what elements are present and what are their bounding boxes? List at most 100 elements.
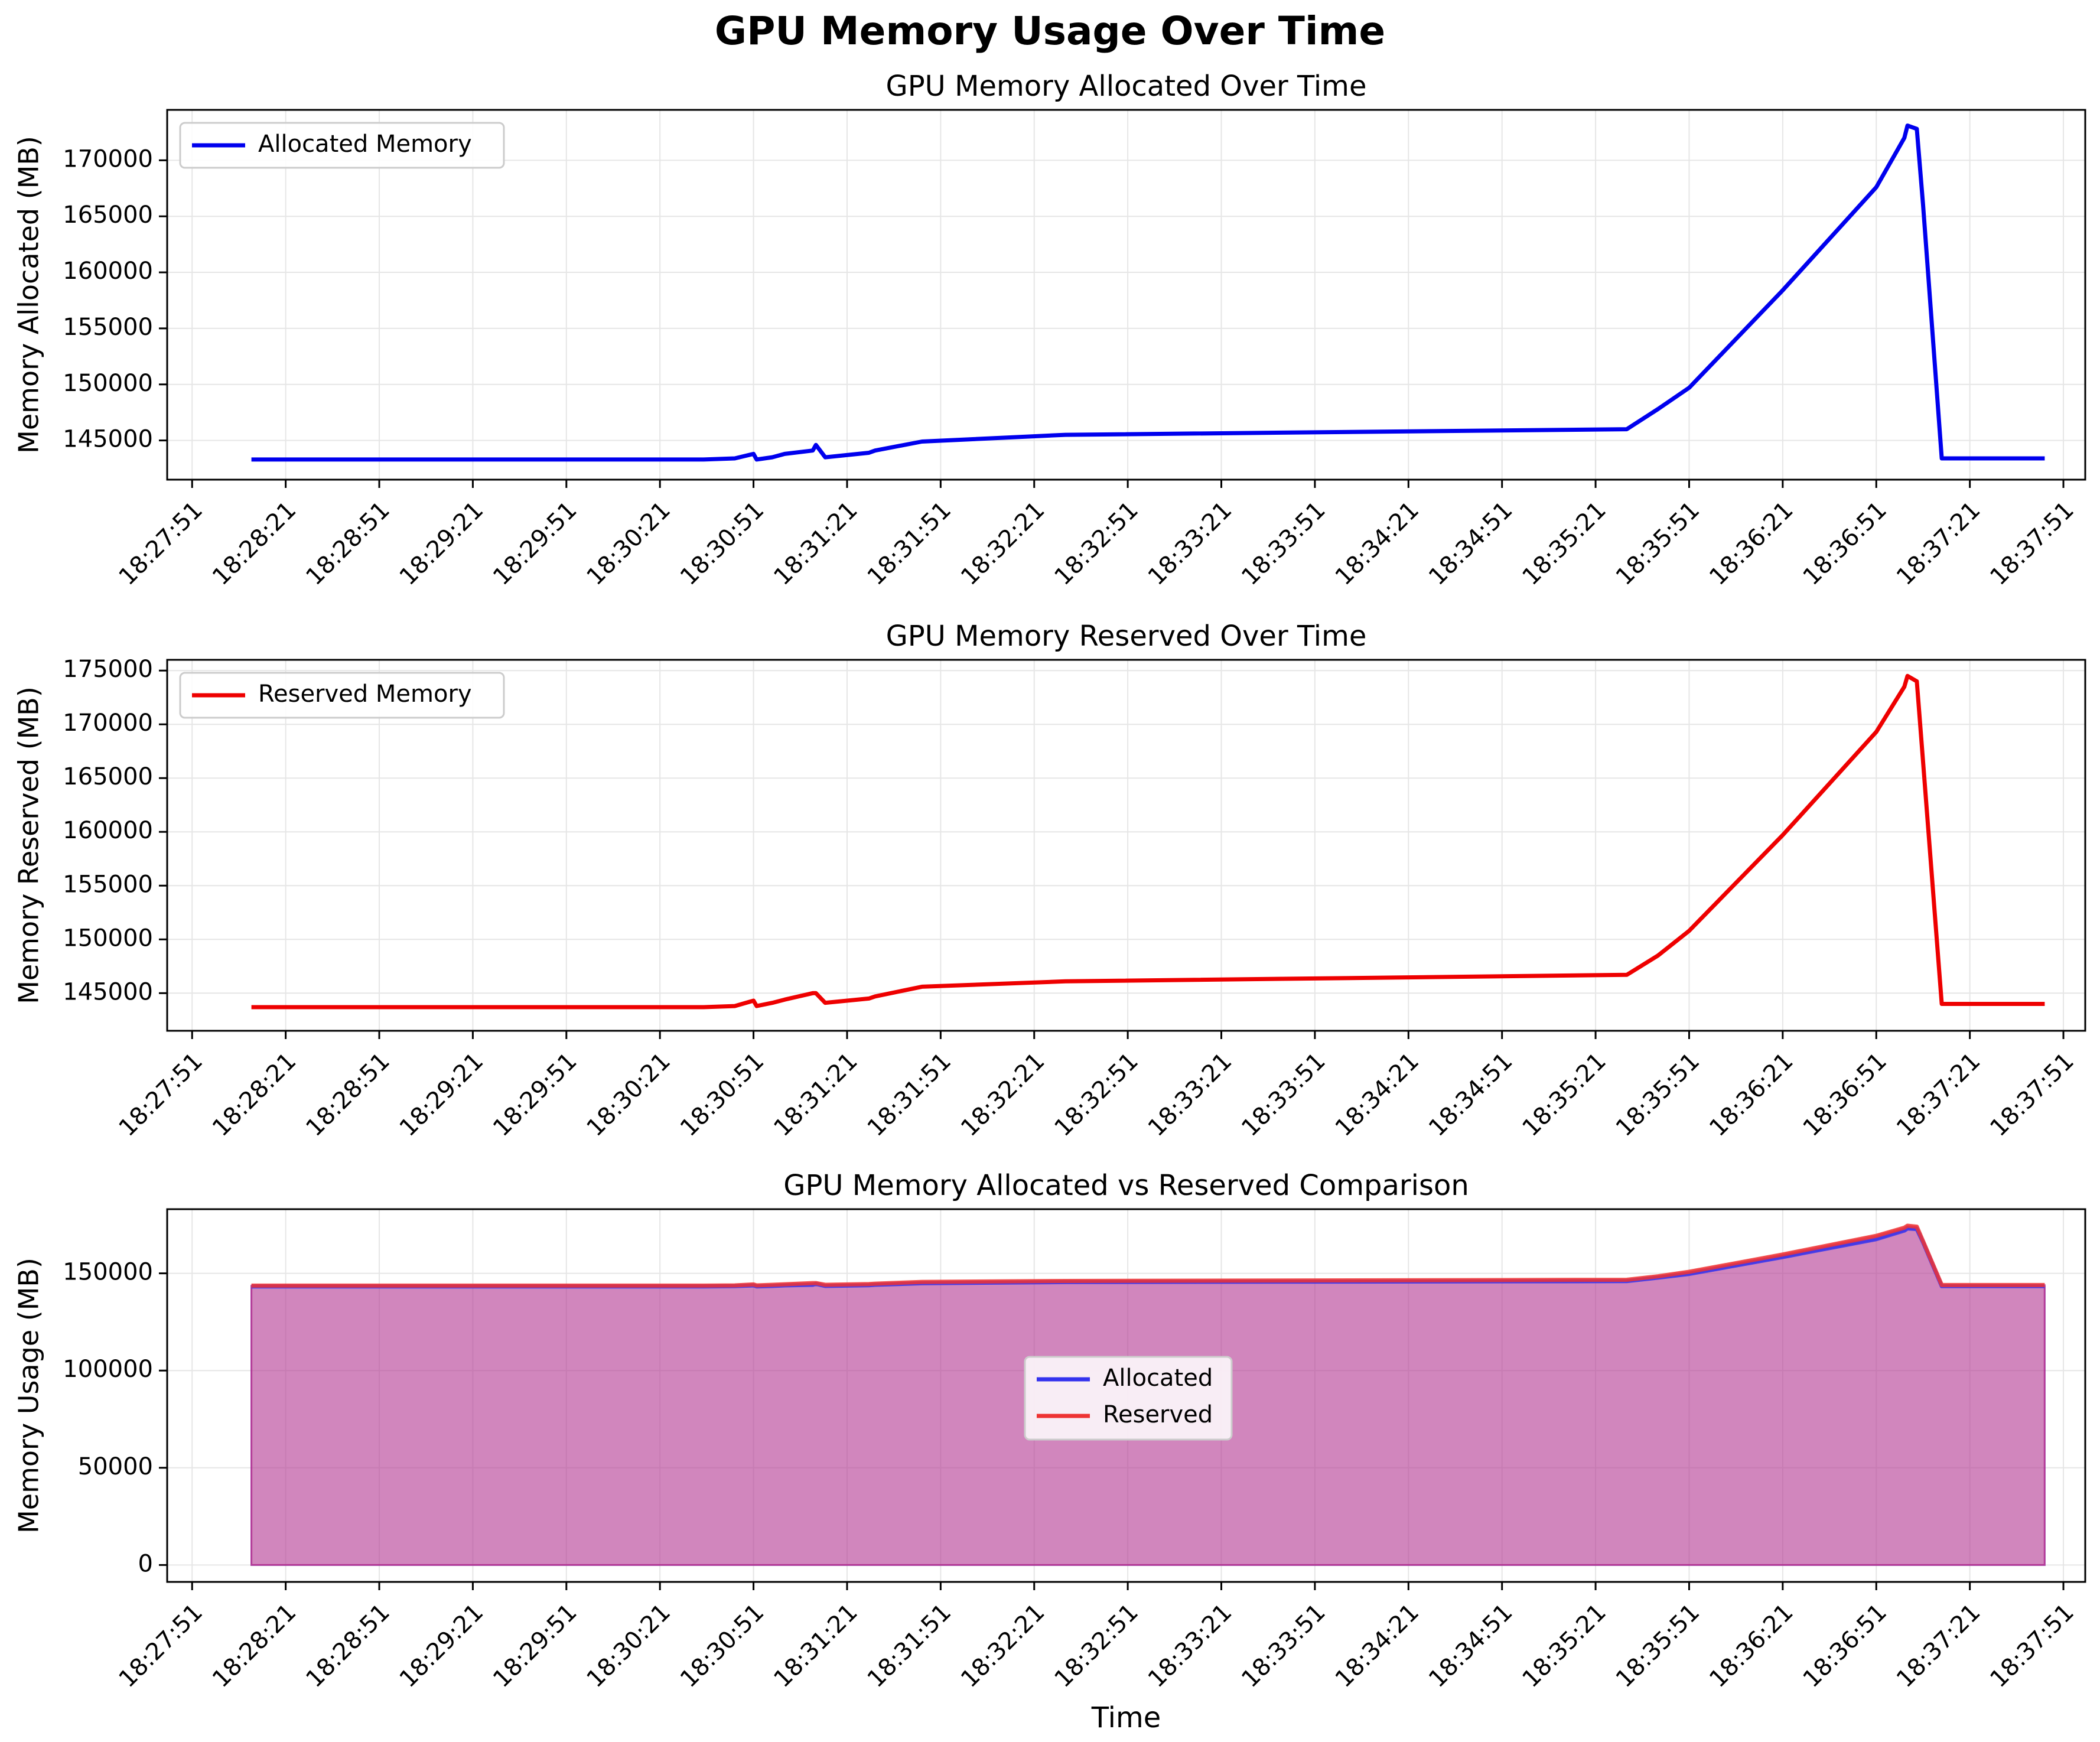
- x-tick-label: 18:30:51: [675, 1047, 770, 1142]
- legend: Reserved Memory: [179, 672, 505, 719]
- x-tick-label: 18:34:51: [1424, 1598, 1518, 1693]
- x-tick-label: 18:37:51: [1985, 1598, 2079, 1693]
- y-tick-label: 150000: [63, 924, 153, 952]
- x-tick-label: 18:35:21: [1517, 1047, 1611, 1142]
- x-tick-label: 18:33:51: [1236, 496, 1331, 591]
- panel-3: 18:27:5118:28:2118:28:5118:29:2118:29:51…: [13, 1169, 2086, 1734]
- x-tick-label: 18:31:51: [862, 1598, 957, 1693]
- y-tick-label: 160000: [63, 258, 153, 285]
- x-tick-label: 18:30:51: [675, 496, 770, 591]
- x-tick-label: 18:29:21: [395, 1598, 489, 1693]
- y-axis-label: Memory Allocated (MB): [13, 136, 45, 454]
- plot-frame: [166, 1208, 2086, 1583]
- y-tick-label: 160000: [63, 817, 153, 844]
- series-line-reserved-memory: [251, 673, 2045, 1010]
- x-tick-label: 18:36:21: [1704, 496, 1799, 591]
- x-tick-label: 18:27:51: [114, 496, 209, 591]
- x-tick-label: 18:28:51: [301, 496, 395, 591]
- y-tick-label: 165000: [63, 763, 153, 790]
- y-tick-label: 150000: [63, 370, 153, 397]
- x-tick-label: 18:30:21: [581, 1598, 676, 1693]
- x-tick-label: 18:32:51: [1049, 496, 1144, 591]
- x-tick-label: 18:37:51: [1985, 1047, 2079, 1142]
- y-axis-label: Memory Usage (MB): [13, 1258, 45, 1533]
- x-tick-label: 18:35:21: [1517, 1598, 1611, 1693]
- x-tick-label: 18:32:21: [956, 1598, 1050, 1693]
- x-tick-label: 18:34:21: [1330, 1047, 1425, 1142]
- x-tick-label: 18:28:21: [207, 1598, 302, 1693]
- x-tick-label: 18:34:21: [1330, 496, 1425, 591]
- x-axis-label: Time: [1091, 1701, 1161, 1734]
- x-tick-label: 18:33:21: [1143, 496, 1238, 591]
- x-tick-label: 18:33:51: [1236, 1598, 1331, 1693]
- y-tick-label: 145000: [63, 978, 153, 1005]
- y-tick-label: 50000: [78, 1453, 153, 1480]
- x-tick-label: 18:37:21: [1891, 1047, 1986, 1142]
- x-tick-label: 18:29:21: [395, 1047, 489, 1142]
- x-tick-label: 18:29:21: [395, 496, 489, 591]
- legend-label: Reserved: [1103, 1401, 1213, 1428]
- x-tick-label: 18:33:21: [1143, 1047, 1238, 1142]
- y-tick-label: 150000: [63, 1259, 153, 1286]
- panel-2: 18:27:5118:28:2118:28:5118:29:2118:29:51…: [13, 620, 2086, 1142]
- x-tick-label: 18:35:51: [1611, 1047, 1705, 1142]
- y-tick-label: 170000: [63, 145, 153, 172]
- x-tick-label: 18:32:21: [956, 496, 1050, 591]
- y-tick-label: 145000: [63, 426, 153, 453]
- x-tick-label: 18:34:51: [1424, 496, 1518, 591]
- x-tick-label: 18:33:51: [1236, 1047, 1331, 1142]
- x-tick-label: 18:30:21: [581, 496, 676, 591]
- y-tick-label: 0: [138, 1550, 153, 1577]
- y-tick-label: 155000: [63, 314, 153, 341]
- x-tick-label: 18:31:51: [862, 1047, 957, 1142]
- x-tick-label: 18:28:51: [301, 1047, 395, 1142]
- plot-frame: [166, 659, 2086, 1032]
- y-tick-label: 100000: [63, 1356, 153, 1383]
- panel-title: GPU Memory Allocated Over Time: [886, 70, 1367, 103]
- panel-title: GPU Memory Allocated vs Reserved Compari…: [783, 1169, 1469, 1202]
- x-tick-label: 18:31:21: [769, 1598, 863, 1693]
- x-tick-label: 18:35:51: [1611, 496, 1705, 591]
- x-tick-label: 18:36:51: [1798, 1598, 1893, 1693]
- legend-box: [179, 122, 505, 169]
- x-tick-label: 18:37:21: [1891, 1598, 1986, 1693]
- x-tick-label: 18:30:51: [675, 1598, 770, 1693]
- x-tick-label: 18:34:21: [1330, 1598, 1425, 1693]
- x-tick-label: 18:29:51: [488, 496, 582, 591]
- x-tick-label: 18:32:21: [956, 1047, 1050, 1142]
- x-tick-label: 18:31:21: [769, 1047, 863, 1142]
- y-tick-label: 170000: [63, 709, 153, 737]
- y-tick-label: 175000: [63, 656, 153, 683]
- x-tick-label: 18:31:51: [862, 496, 957, 591]
- x-tick-label: 18:36:21: [1704, 1047, 1799, 1142]
- y-tick-label: 155000: [63, 871, 153, 898]
- x-tick-label: 18:37:21: [1891, 496, 1986, 591]
- legend-label: Allocated: [1103, 1365, 1213, 1392]
- x-tick-label: 18:32:51: [1049, 1598, 1144, 1693]
- x-tick-label: 18:27:51: [114, 1047, 209, 1142]
- series-line-allocated-memory: [251, 123, 2045, 462]
- legend: Allocated Memory: [179, 122, 505, 169]
- x-tick-label: 18:36:51: [1798, 1047, 1893, 1142]
- x-tick-label: 18:34:51: [1424, 1047, 1518, 1142]
- series-line-reserved: [251, 1223, 2045, 1288]
- y-tick-label: 165000: [63, 201, 153, 229]
- x-tick-label: 18:35:21: [1517, 496, 1611, 591]
- legend-box: [179, 672, 505, 719]
- legend-label: Reserved Memory: [258, 680, 472, 708]
- x-tick-label: 18:36:21: [1704, 1598, 1799, 1693]
- panel-1: 18:27:5118:28:2118:28:5118:29:2118:29:51…: [13, 70, 2086, 591]
- legend: Allocated Reserved: [1024, 1356, 1233, 1441]
- x-tick-label: 18:28:21: [207, 1047, 302, 1142]
- x-tick-label: 18:37:51: [1985, 496, 2079, 591]
- x-tick-label: 18:27:51: [114, 1598, 209, 1693]
- x-tick-label: 18:32:51: [1049, 1047, 1144, 1142]
- y-axis-label: Memory Reserved (MB): [13, 686, 45, 1004]
- x-tick-label: 18:29:51: [488, 1047, 582, 1142]
- x-tick-label: 18:29:51: [488, 1598, 582, 1693]
- plot-frame: [166, 109, 2086, 481]
- legend-label: Allocated Memory: [258, 131, 472, 158]
- x-tick-label: 18:33:21: [1143, 1598, 1238, 1693]
- figure-title: GPU Memory Usage Over Time: [714, 8, 1386, 54]
